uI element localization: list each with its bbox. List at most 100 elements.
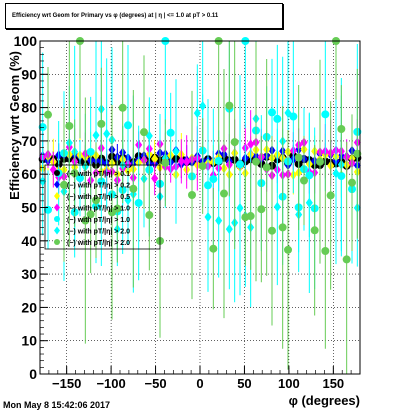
data-point — [284, 245, 292, 254]
y-tick-label: 70 — [21, 133, 37, 149]
data-point — [193, 108, 201, 119]
data-point — [337, 124, 346, 133]
data-point — [257, 205, 266, 214]
y-tick-label: 50 — [21, 200, 37, 216]
data-point — [177, 156, 185, 167]
data-point — [172, 146, 180, 157]
x-tick-label: −150 — [52, 376, 81, 391]
data-point — [252, 157, 260, 166]
data-point — [209, 244, 218, 253]
data-point — [92, 196, 100, 205]
data-point — [342, 255, 351, 264]
data-point — [44, 110, 52, 119]
data-point — [161, 158, 170, 167]
y-tick-label: 10 — [21, 333, 37, 349]
data-point — [321, 247, 330, 256]
data-point — [39, 176, 47, 187]
data-point — [353, 149, 362, 158]
data-point — [268, 108, 276, 117]
x-tick-label: −50 — [145, 376, 167, 391]
legend-marker — [54, 180, 60, 189]
data-point — [316, 157, 324, 166]
y-tick-label: 20 — [21, 299, 37, 315]
y-tick-label: 90 — [21, 66, 37, 82]
y-tick-label: 60 — [21, 166, 37, 182]
data-point — [300, 176, 308, 185]
timestamp: Mon May 8 15:42:06 2017 — [3, 400, 111, 410]
data-point — [38, 123, 47, 132]
y-tick-label: 0 — [29, 366, 37, 382]
data-point — [305, 197, 313, 208]
data-point — [103, 128, 111, 139]
data-point — [214, 156, 223, 165]
data-point — [70, 169, 79, 178]
data-point — [140, 128, 148, 137]
y-axis-label: Efficiency wrt Geom (%) — [7, 51, 22, 200]
data-point — [225, 224, 233, 235]
data-point — [113, 204, 122, 213]
x-tick-label: 0 — [196, 376, 203, 391]
data-point — [134, 198, 143, 207]
data-point — [86, 147, 95, 156]
y-tick-label: 40 — [21, 233, 37, 249]
x-tick-label: 100 — [278, 376, 300, 391]
x-tick-label: 150 — [322, 376, 344, 391]
data-point — [246, 212, 255, 221]
legend-marker — [54, 239, 60, 245]
data-point — [284, 107, 292, 118]
legend-marker — [54, 203, 60, 212]
data-point — [220, 189, 228, 198]
legend-label: (−) with pT/|η| > 2.0 — [67, 240, 130, 247]
data-point — [97, 119, 106, 128]
data-point — [230, 138, 239, 147]
chart-title: Efficiency wrt Geom for Primary vs φ (de… — [12, 13, 219, 19]
legend-label: (−) with pT/|η| > 2.0 — [67, 229, 130, 236]
data-point — [198, 162, 207, 171]
data-point — [310, 226, 319, 235]
data-point — [332, 168, 340, 179]
data-point — [166, 128, 175, 137]
data-point — [247, 139, 255, 150]
legend-label: (−) with pT/|η| > 1.0 — [67, 217, 130, 224]
data-point — [236, 203, 244, 214]
data-point — [321, 110, 330, 119]
data-point — [81, 216, 90, 225]
data-point — [92, 130, 100, 141]
x-axis-label: φ (degrees) — [289, 393, 360, 408]
data-point — [183, 156, 191, 167]
chart-title-box: Efficiency wrt Geom for Primary vs φ (de… — [5, 3, 283, 29]
data-point — [65, 121, 74, 130]
legend-label: (−) with pT/|η| > 1.0 — [67, 206, 130, 213]
y-tick-label: 80 — [21, 100, 37, 116]
data-point — [151, 173, 159, 184]
data-point — [268, 226, 276, 235]
data-point — [145, 211, 154, 220]
data-point — [273, 201, 281, 212]
legend-label: (−) with pT/|η| > 0.5 — [67, 194, 130, 201]
data-point — [294, 153, 303, 162]
data-point — [225, 101, 234, 110]
data-point — [76, 174, 84, 183]
data-point — [204, 212, 212, 223]
data-point — [124, 121, 132, 130]
data-point — [188, 191, 196, 200]
data-point — [60, 180, 68, 189]
data-point — [124, 195, 132, 206]
data-point — [278, 223, 287, 232]
x-tick-label: 50 — [237, 376, 251, 391]
legend-marker — [54, 192, 60, 200]
data-point — [151, 153, 159, 164]
data-point — [262, 163, 271, 172]
data-point — [289, 112, 298, 121]
legend-label: (−) with pT/|η| > 0.2 — [67, 183, 130, 190]
y-tick-label: 100 — [14, 33, 38, 49]
legend-marker — [54, 216, 60, 222]
data-point — [326, 191, 335, 200]
legend-marker — [54, 170, 60, 176]
legend-label: (−) with pT/|η| > 0.1 — [67, 171, 130, 178]
data-point — [118, 103, 127, 112]
data-point — [86, 210, 95, 219]
y-tick-label: 30 — [21, 266, 37, 282]
data-point — [215, 215, 223, 226]
